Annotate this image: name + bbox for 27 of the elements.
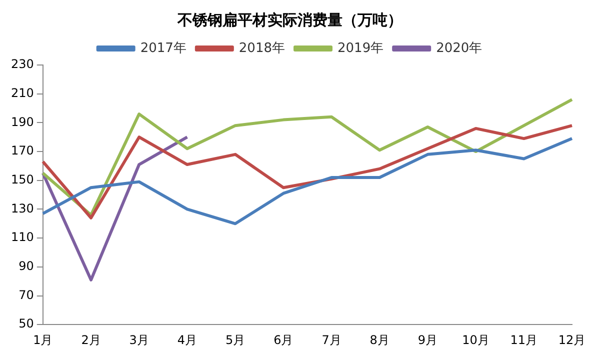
y-tick-label: 210: [11, 86, 34, 100]
y-tick-label: 230: [11, 57, 34, 72]
legend-label: 2019年: [338, 40, 384, 56]
x-tick-label: 7月: [322, 332, 342, 347]
x-tick-label: 4月: [177, 332, 198, 347]
x-tick-label: 2月: [81, 332, 101, 347]
chart-title: 不锈钢扁平材实际消费量（万吨）: [176, 10, 402, 29]
x-tick-label: 11月: [510, 332, 538, 347]
y-tick-label: 110: [11, 230, 34, 244]
y-tick-label: 170: [11, 144, 34, 158]
y-tick-label: 190: [11, 114, 34, 129]
y-tick-label: 130: [11, 201, 34, 216]
y-tick-label: 50: [18, 316, 34, 331]
x-tick-label: 3月: [129, 332, 149, 347]
x-tick-label: 5月: [225, 332, 246, 347]
y-tick-label: 70: [18, 288, 34, 302]
x-tick-label: 6月: [274, 332, 294, 347]
x-tick-label: 8月: [370, 332, 390, 347]
x-tick-label: 12月: [558, 332, 586, 347]
x-tick-label: 1月: [33, 332, 53, 347]
legend-label: 2018年: [238, 40, 286, 56]
y-tick-label: 150: [11, 172, 34, 187]
x-tick-label: 9月: [418, 332, 438, 347]
legend-label: 2020年: [436, 40, 482, 56]
x-tick-label: 10月: [462, 332, 490, 347]
legend-label: 2017年: [140, 40, 186, 56]
y-tick-label: 90: [18, 259, 34, 274]
